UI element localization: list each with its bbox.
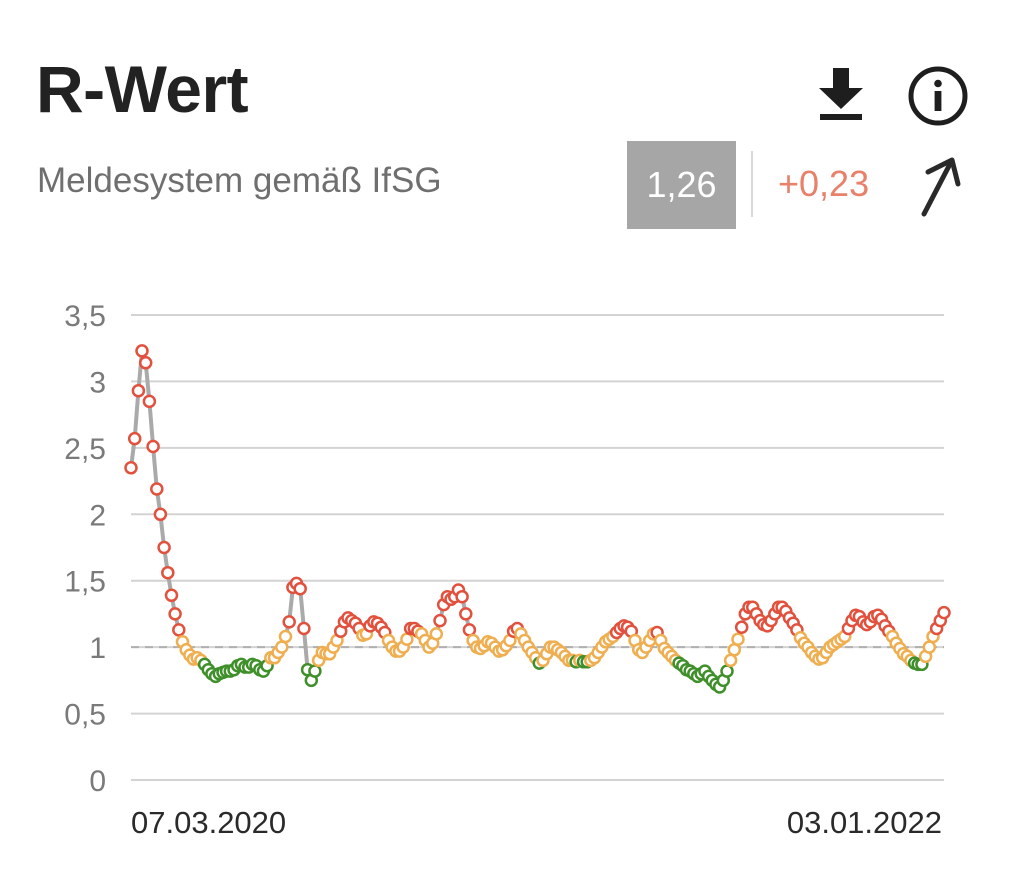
- data-point: [153, 507, 168, 522]
- y-axis-labels: 0 0,5 1 1,5 2 2,5 3 3,5: [64, 300, 106, 798]
- data-point: [157, 540, 171, 555]
- data-point: [462, 623, 477, 637]
- data-point: [731, 632, 745, 646]
- y-tick-label: 2,5: [64, 433, 106, 466]
- r-value-chart: 0 0,5 1 1,5 2 2,5 3 3,5 07.03.2020 03.01.2022: [64, 300, 951, 840]
- data-point: [164, 588, 179, 603]
- data-point: [308, 664, 322, 678]
- page-title: R-Wert: [36, 52, 249, 126]
- data-point: [172, 623, 186, 637]
- x-axis-end-label: 03.01.2022: [787, 805, 942, 840]
- value-divider: [751, 151, 753, 217]
- r-value-points: [124, 344, 951, 694]
- data-point: [150, 482, 164, 496]
- y-tick-label: 1: [89, 632, 106, 665]
- data-point: [168, 607, 182, 621]
- y-tick-label: 3,5: [64, 300, 106, 333]
- data-point: [429, 627, 444, 641]
- data-point: [135, 344, 149, 358]
- y-tick-label: 2: [89, 499, 106, 532]
- data-point: [138, 356, 153, 370]
- data-point: [459, 607, 473, 621]
- current-value-badge: 1,26: [627, 141, 736, 229]
- data-point: [142, 394, 157, 409]
- data-point: [922, 640, 937, 654]
- download-icon: [819, 68, 863, 120]
- data-point: [293, 581, 307, 596]
- y-tick-label: 0,5: [64, 699, 106, 732]
- data-point: [127, 431, 142, 446]
- data-point: [433, 613, 447, 628]
- data-point: [275, 640, 289, 654]
- download-button[interactable]: [816, 66, 866, 122]
- trend-up-icon: [921, 157, 961, 217]
- data-point: [937, 605, 951, 620]
- info-button[interactable]: [906, 64, 970, 128]
- data-point: [146, 439, 160, 454]
- data-point: [161, 565, 175, 580]
- data-point: [400, 632, 414, 646]
- r-value-line: [129, 348, 946, 689]
- y-tick-label: 1,5: [64, 566, 106, 599]
- data-point: [723, 653, 738, 668]
- x-axis-start-label: 07.03.2020: [131, 805, 286, 840]
- value-delta: +0,23: [778, 163, 870, 204]
- data-point: [278, 629, 293, 644]
- data-point: [282, 615, 296, 629]
- info-icon: [908, 66, 968, 126]
- y-tick-label: 0: [89, 765, 106, 798]
- data-point: [124, 461, 138, 475]
- data-point: [734, 620, 749, 634]
- data-point: [297, 621, 311, 636]
- data-point: [131, 383, 146, 398]
- y-tick-label: 3: [89, 366, 106, 399]
- grid-layer: [131, 314, 944, 781]
- page-subtitle: Meldesystem gemäß IfSG: [37, 161, 442, 200]
- data-point: [455, 589, 469, 604]
- data-point: [727, 643, 742, 657]
- data-point: [720, 664, 734, 678]
